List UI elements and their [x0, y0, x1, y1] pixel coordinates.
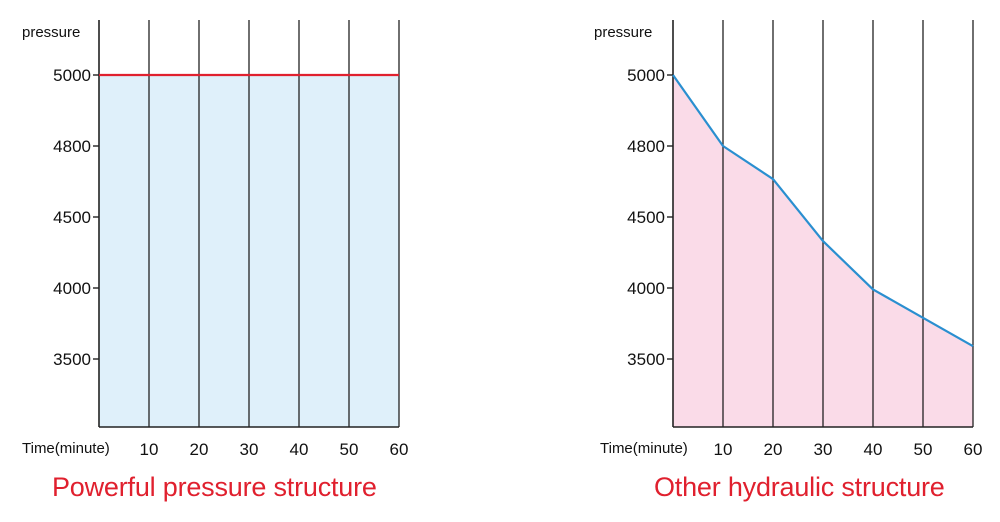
- x-axis-label: Time(minute): [600, 440, 688, 457]
- x-tick-label: 20: [764, 440, 783, 459]
- x-tick-label: 60: [964, 440, 983, 459]
- x-tick-label: 50: [914, 440, 933, 459]
- y-tick-label: 4000: [53, 279, 91, 298]
- y-tick-label: 3500: [627, 350, 665, 369]
- x-tick-label: 60: [390, 440, 409, 459]
- chart-panel-powerful: 5000 4800 4500 4000 3500 10 20 30 40 50 60 pressur…: [22, 20, 409, 502]
- chart-panel-other: 5000 4800 4500 4000 3500 10 20 30 40 50 60 pressur…: [500, 0, 1000, 522]
- y-tick-label: 3500: [53, 350, 91, 369]
- chart-canvas-other: 5000 4800 4500 4000 3500 10 20 30 40 50 60: [627, 20, 983, 459]
- y-axis-label: pressure: [22, 24, 81, 41]
- y-tick-label: 4800: [627, 137, 665, 156]
- x-tick-label: 50: [340, 440, 359, 459]
- chart-title-powerful: Powerful pressure structure: [52, 472, 377, 502]
- y-tick-label: 4800: [53, 137, 91, 156]
- chart-canvas-powerful: 5000 4800 4500 4000 3500 10 20 30 40 50 60: [53, 20, 409, 459]
- y-tick-label: 4500: [53, 208, 91, 227]
- y-tick-label: 4000: [627, 279, 665, 298]
- x-tick-label: 20: [190, 440, 209, 459]
- y-tick-label: 5000: [627, 66, 665, 85]
- chart-title-other: Other hydraulic structure: [654, 472, 945, 502]
- x-axis-label: Time(minute): [22, 440, 110, 457]
- x-tick-label: 10: [140, 440, 159, 459]
- x-tick-label: 10: [714, 440, 733, 459]
- y-tick-label: 5000: [53, 66, 91, 85]
- y-tick-label: 4500: [627, 208, 665, 227]
- x-tick-label: 40: [864, 440, 883, 459]
- x-tick-label: 40: [290, 440, 309, 459]
- series-line: [672, 74, 974, 348]
- x-tick-label: 30: [814, 440, 833, 459]
- x-tick-label: 30: [240, 440, 259, 459]
- y-axis-label: pressure: [594, 24, 653, 41]
